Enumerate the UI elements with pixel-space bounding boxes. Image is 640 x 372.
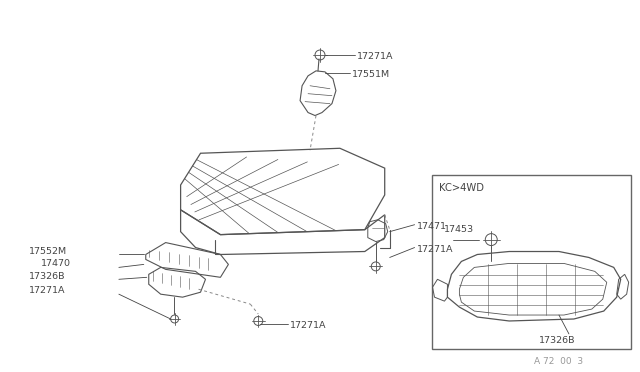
Text: 17271A: 17271A — [29, 286, 66, 295]
Text: A 72  00  3: A 72 00 3 — [534, 357, 583, 366]
Text: 17271A: 17271A — [417, 244, 453, 254]
Text: 17326B: 17326B — [539, 336, 575, 345]
Text: 17551M: 17551M — [352, 70, 390, 79]
Text: 17271A: 17271A — [290, 321, 326, 330]
Text: 17453: 17453 — [444, 225, 474, 234]
Text: 17552M: 17552M — [29, 247, 67, 256]
Text: 17271A: 17271A — [357, 52, 394, 61]
Text: 17470: 17470 — [41, 259, 71, 269]
Bar — [431, 175, 630, 349]
Text: 17471: 17471 — [417, 222, 447, 231]
Text: KC>4WD: KC>4WD — [440, 183, 484, 193]
Text: 17326B: 17326B — [29, 272, 66, 281]
